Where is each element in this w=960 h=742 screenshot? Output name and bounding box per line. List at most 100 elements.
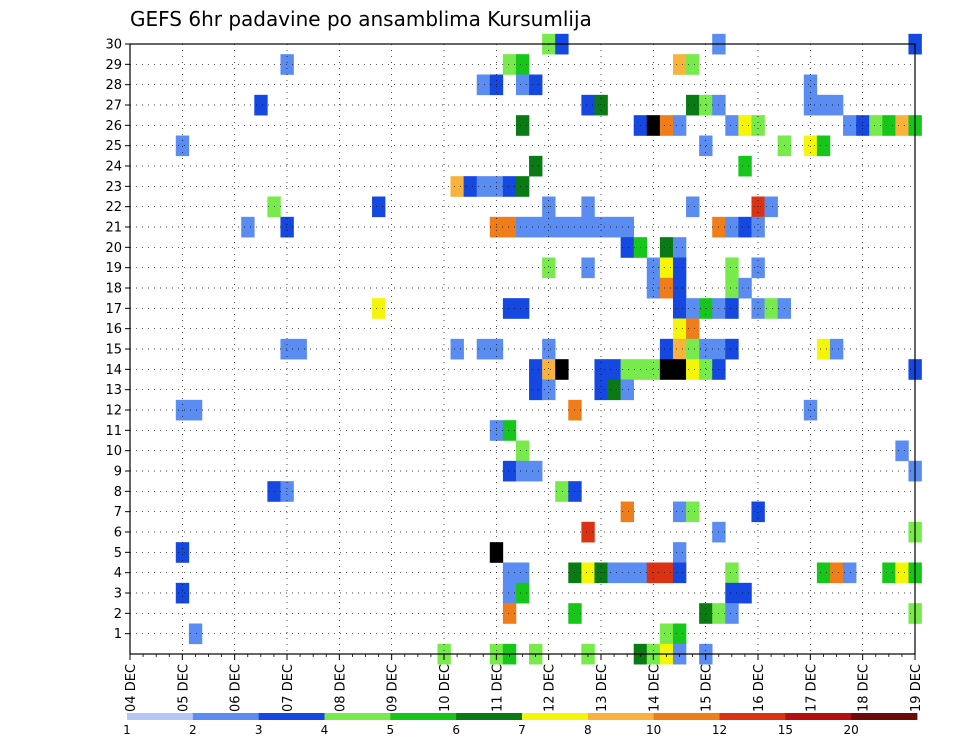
x-tick-label: 19 DEC [909,664,924,712]
heatmap-cell [751,115,765,136]
legend-swatch [324,713,391,720]
x-axis: 04 DEC 05 DEC 06 DEC 07 DEC 08 DEC 09 DEC 10 D… [124,654,924,712]
heatmap-cell [529,155,543,177]
y-tick-label: 14 [105,363,122,378]
heatmap-cell [803,74,818,96]
y-tick-label: 18 [105,282,122,297]
heatmap-cell [725,338,739,360]
chart-title: GEFS 6hr padavine po ansamblima Kursumli… [130,7,592,31]
heatmap-cell [515,460,530,482]
heatmap-cell [895,115,909,136]
heatmap-cell [686,54,700,75]
heatmap-cell [293,338,307,360]
heatmap-cell [515,54,530,75]
heatmap-cell [803,135,818,157]
heatmap-cell [529,379,543,401]
heatmap-cell [672,115,687,136]
y-tick-label: 21 [105,221,122,236]
heatmap-cell [659,562,674,584]
heatmap-cell [280,216,294,238]
heatmap-cells [175,33,922,665]
legend-label: 15 [778,723,793,737]
heatmap-cell [542,379,556,401]
heatmap-cell [620,216,635,238]
y-axis: 1234567891011121314151617181920212223242… [105,38,130,642]
heatmap-cell [751,216,765,238]
heatmap-cell [646,359,661,380]
heatmap-cell [672,54,687,75]
heatmap-cell [607,216,621,238]
legend-label: 5 [387,723,395,737]
heatmap-cell [502,298,517,319]
legend-label: 10 [646,723,661,737]
legend-label: 7 [518,723,526,737]
x-tick-label: 17 DEC [804,664,819,712]
heatmap-cell [699,338,713,360]
x-tick-label: 05 DEC [176,664,191,712]
heatmap-cell [725,257,739,279]
heatmap-cell [581,216,595,238]
heatmap-cell [659,257,674,279]
heatmap-cell [725,115,739,136]
heatmap-cell [555,481,569,502]
heatmap-cell [672,237,687,258]
heatmap-cell [646,257,661,279]
heatmap-cell [529,216,543,238]
x-tick-label: 11 DEC [490,664,505,712]
heatmap-cell [672,359,687,380]
heatmap-cell [280,481,294,502]
heatmap-cell [672,318,687,340]
y-tick-label: 15 [105,343,122,358]
heatmap-cell [581,196,595,218]
heatmap-cell [672,501,687,523]
heatmap-cell [686,298,700,319]
legend-label: 4 [321,723,329,737]
heatmap-cell [502,460,517,482]
heatmap-cell [751,501,765,523]
y-tick-label: 12 [105,404,122,419]
heatmap-cell [738,582,752,604]
heatmap-cell [882,115,896,136]
heatmap-cell [175,542,190,563]
x-tick-label: 16 DEC [752,664,767,712]
heatmap-cell [280,338,294,360]
legend-label: 1 [123,723,131,737]
heatmap-cell [620,562,635,584]
heatmap-cell [463,176,478,197]
heatmap-cell [529,359,543,380]
heatmap-cell [529,74,543,96]
heatmap-cell [843,115,857,136]
heatmap-cell [175,582,190,604]
heatmap-cell [686,94,700,116]
heatmap-cell [607,379,621,401]
heatmap-cell [555,216,569,238]
y-tick-label: 8 [114,485,122,500]
heatmap-cell [895,562,909,584]
heatmap-cell [476,74,491,96]
heatmap-cell [738,216,752,238]
heatmap-cell [686,196,700,218]
legend-swatch [258,713,325,720]
heatmap-cell [672,542,687,563]
heatmap-cell [659,237,674,258]
legend-swatch [719,713,786,720]
heatmap-cell [581,521,595,543]
heatmap-cell [803,94,818,116]
y-tick-label: 11 [105,424,122,439]
heatmap-cell [542,257,556,279]
heatmap-cell [515,74,530,96]
y-tick-label: 2 [114,607,122,622]
heatmap-cell [816,135,831,157]
heatmap-cell [686,359,700,380]
heatmap-cell [738,115,752,136]
heatmap-cell [542,216,556,238]
heatmap-cell [594,216,608,238]
y-tick-label: 4 [114,566,122,581]
heatmap-cell [607,562,621,584]
heatmap-cell [529,460,543,482]
heatmap-cell [594,379,608,401]
legend-swatch [192,713,260,720]
x-tick-label: 12 DEC [543,664,558,712]
heatmap-cell [620,359,635,380]
